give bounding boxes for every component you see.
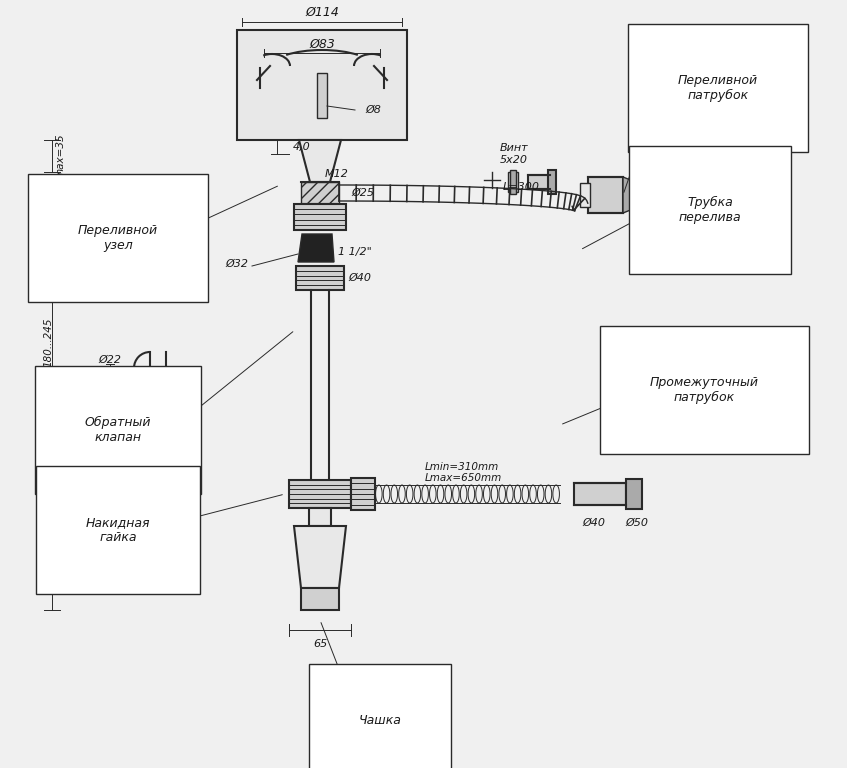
Bar — [309, 508, 331, 526]
Bar — [351, 478, 375, 510]
Bar — [301, 588, 339, 610]
Text: Трубка
перелива: Трубка перелива — [678, 196, 741, 224]
Bar — [510, 170, 516, 194]
Text: Ø114: Ø114 — [305, 5, 339, 18]
Polygon shape — [298, 234, 334, 262]
Text: Ø8: Ø8 — [365, 105, 381, 115]
Text: max=35: max=35 — [56, 134, 66, 178]
Text: Ø50: Ø50 — [625, 518, 649, 528]
Bar — [110, 382, 115, 398]
Text: 4,0: 4,0 — [293, 142, 311, 152]
Bar — [301, 182, 339, 204]
Bar — [296, 266, 344, 290]
Text: Ø19: Ø19 — [98, 369, 121, 379]
Text: 5x20: 5x20 — [500, 155, 528, 165]
Polygon shape — [294, 526, 346, 588]
Bar — [162, 380, 184, 400]
Text: Lmax=650mm: Lmax=650mm — [425, 473, 502, 483]
Bar — [588, 177, 623, 213]
Text: 65: 65 — [313, 639, 327, 649]
Bar — [528, 175, 550, 189]
Bar — [237, 30, 407, 140]
Text: Обратный
клапан: Обратный клапан — [85, 416, 152, 444]
Bar — [131, 382, 136, 398]
Text: Ø25: Ø25 — [351, 188, 374, 198]
Bar — [145, 382, 150, 398]
Bar — [138, 382, 143, 398]
Bar — [165, 376, 181, 404]
Text: M12: M12 — [325, 169, 349, 179]
Bar — [124, 382, 129, 398]
Text: Ø40: Ø40 — [583, 518, 606, 528]
Bar — [508, 172, 518, 192]
Text: Чашка: Чашка — [358, 713, 401, 727]
Text: Переливной
патрубок: Переливной патрубок — [678, 74, 758, 102]
Text: 1 1/2": 1 1/2" — [338, 247, 372, 257]
Text: 105: 105 — [43, 535, 53, 556]
Polygon shape — [299, 140, 341, 182]
Text: Ø83: Ø83 — [309, 38, 335, 51]
Text: Ø22: Ø22 — [98, 355, 121, 365]
Bar — [548, 170, 556, 194]
Text: Ø32: Ø32 — [225, 259, 248, 269]
Text: Lmin=310mm: Lmin=310mm — [425, 462, 499, 472]
Text: L=300: L=300 — [503, 183, 540, 193]
Bar — [580, 183, 590, 207]
Bar — [117, 382, 122, 398]
Bar — [574, 483, 626, 505]
Text: Винт: Винт — [500, 143, 529, 153]
Bar — [626, 479, 642, 509]
Text: Ø40: Ø40 — [348, 273, 371, 283]
Bar — [317, 73, 327, 118]
Text: Накидная
гайка: Накидная гайка — [86, 516, 150, 544]
Text: Промежуточный
патрубок: Промежуточный патрубок — [650, 376, 759, 404]
Text: 180...245: 180...245 — [43, 317, 53, 367]
Bar — [294, 204, 346, 230]
Text: Переливной
узел: Переливной узел — [78, 224, 158, 252]
Bar — [152, 382, 157, 398]
Polygon shape — [623, 177, 638, 213]
Bar — [289, 480, 351, 508]
